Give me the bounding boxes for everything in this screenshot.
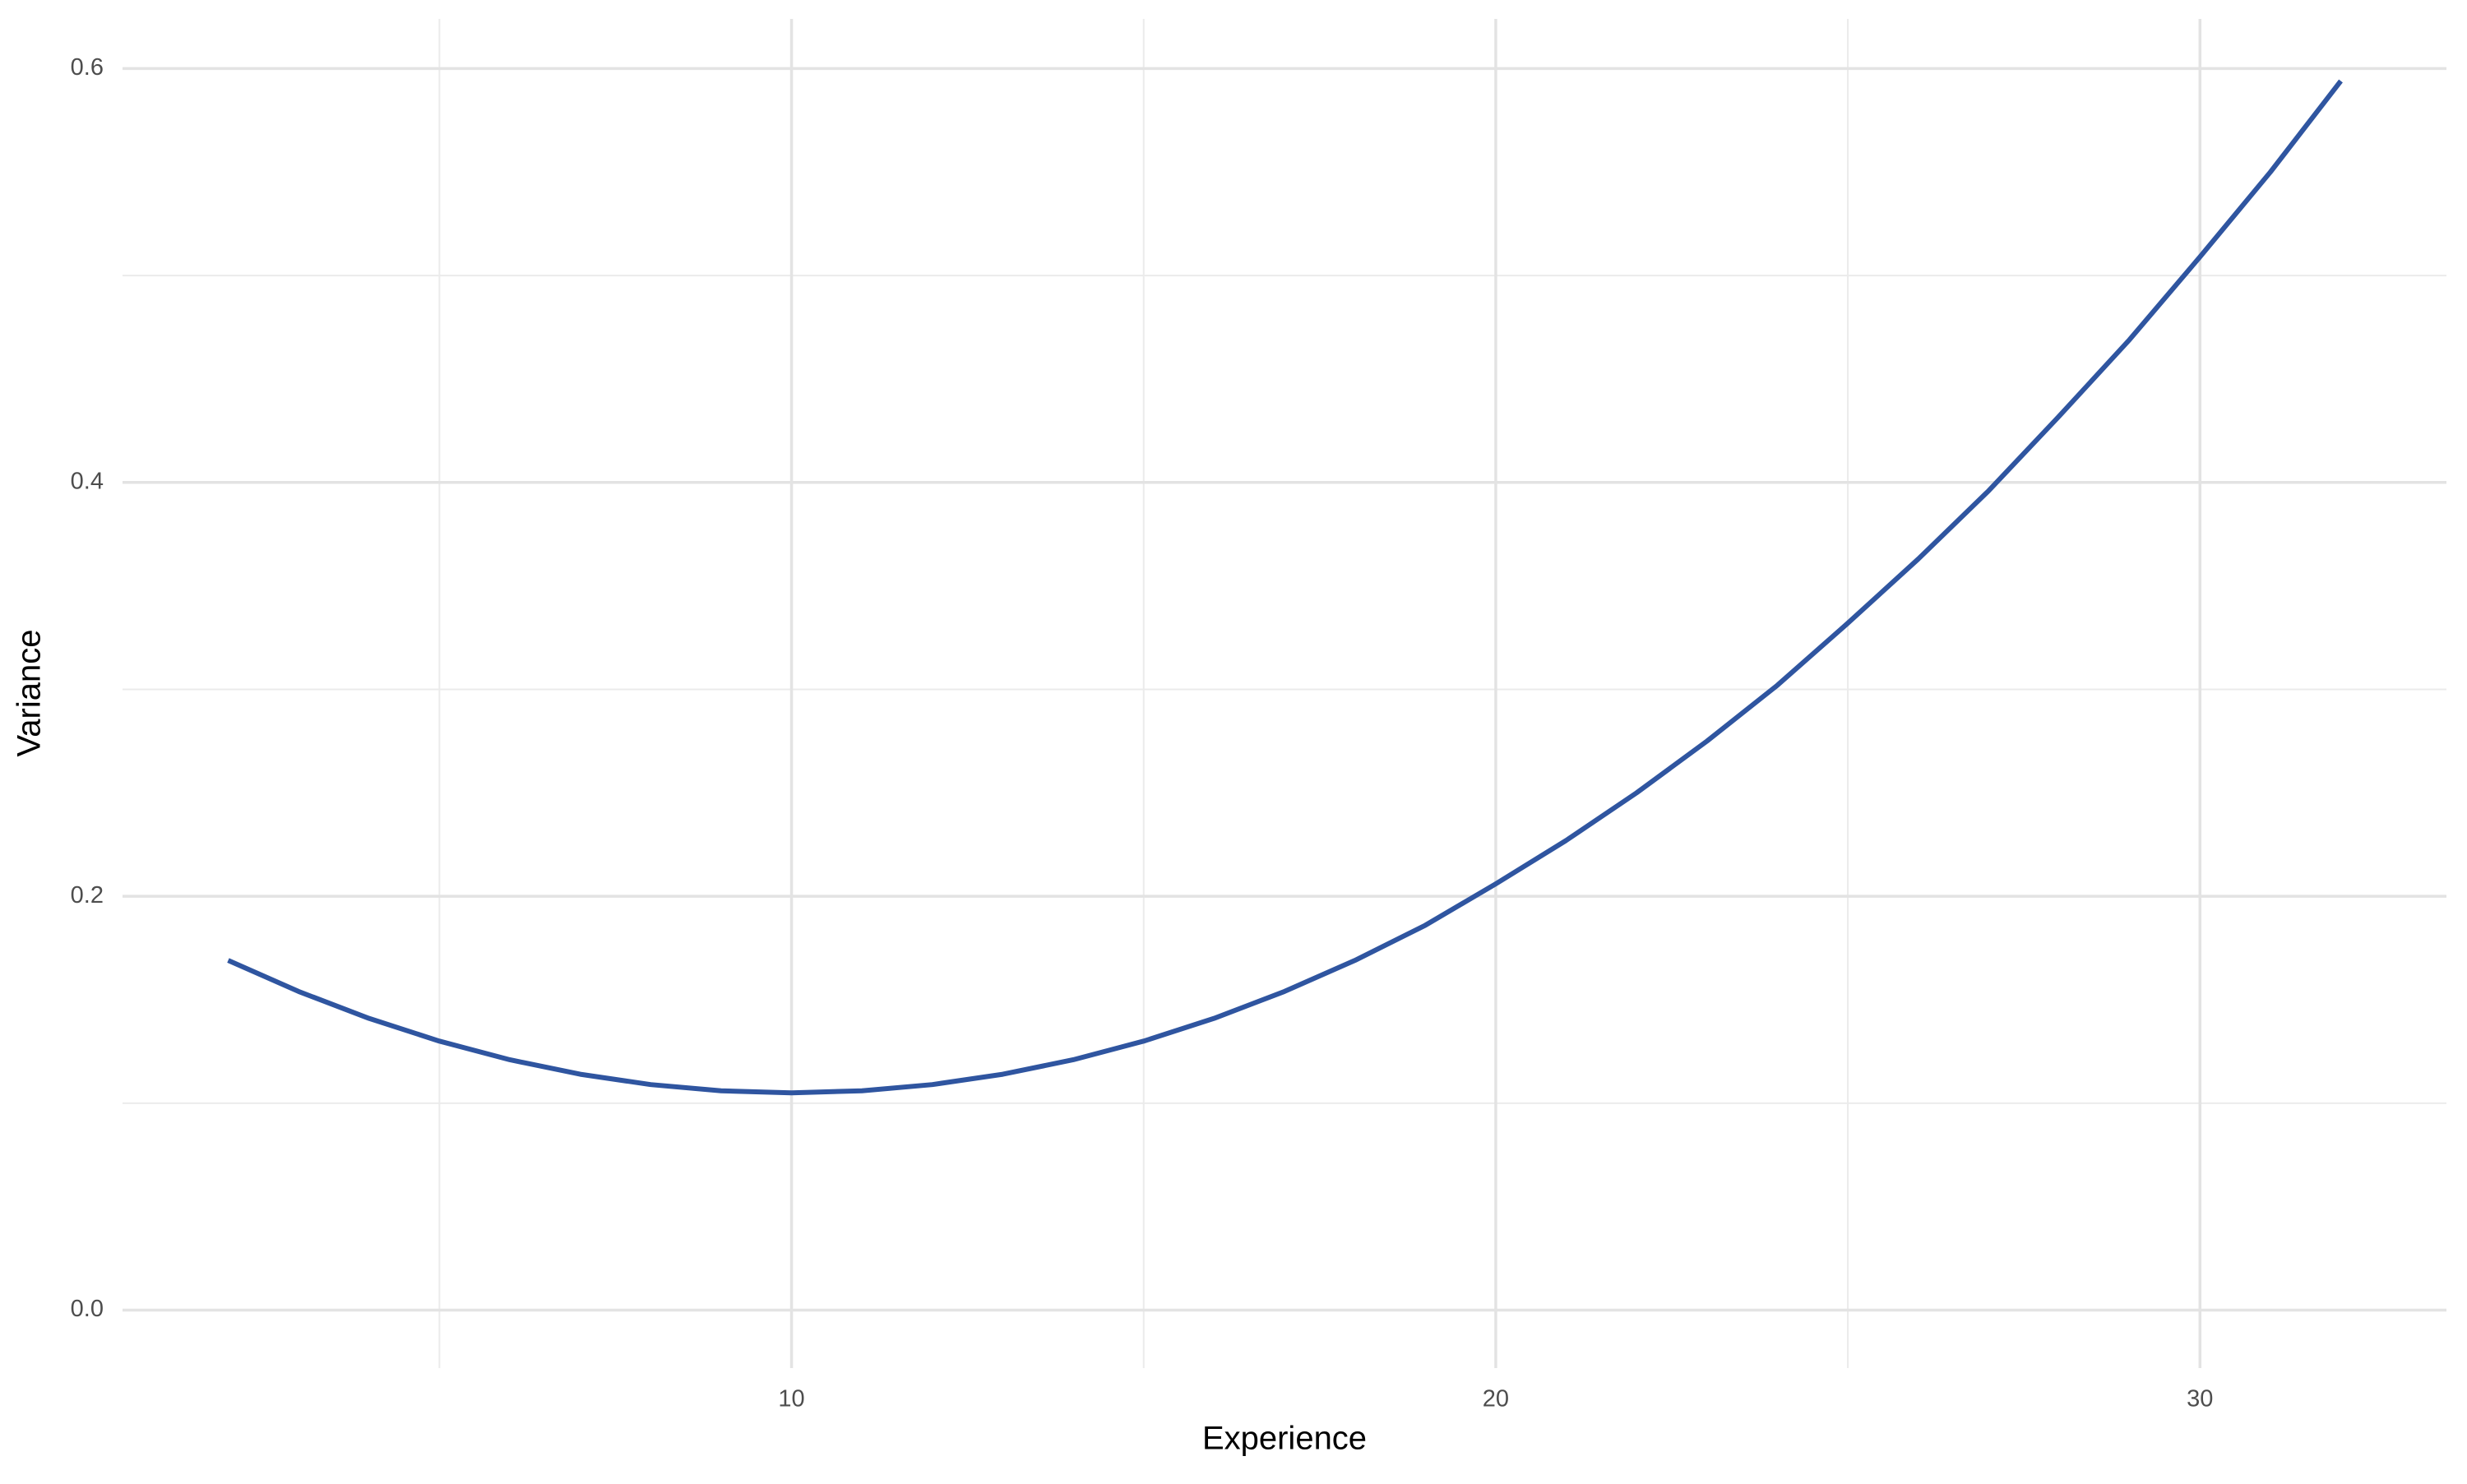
x-axis-title: Experience xyxy=(1202,1421,1367,1457)
y-tick-label: 0.4 xyxy=(71,468,104,494)
y-axis-title: Variance xyxy=(12,630,48,757)
y-tick-label: 0.2 xyxy=(71,882,104,908)
grid xyxy=(123,19,2446,1368)
x-tick-label: 30 xyxy=(2187,1386,2213,1412)
y-tick-label: 0.0 xyxy=(71,1296,104,1322)
line-series xyxy=(227,79,2343,1096)
x-tick-label: 10 xyxy=(778,1386,804,1412)
x-tick-label: 20 xyxy=(1483,1386,1509,1412)
y-tick-label: 0.6 xyxy=(71,54,104,81)
marks xyxy=(227,79,2343,1096)
